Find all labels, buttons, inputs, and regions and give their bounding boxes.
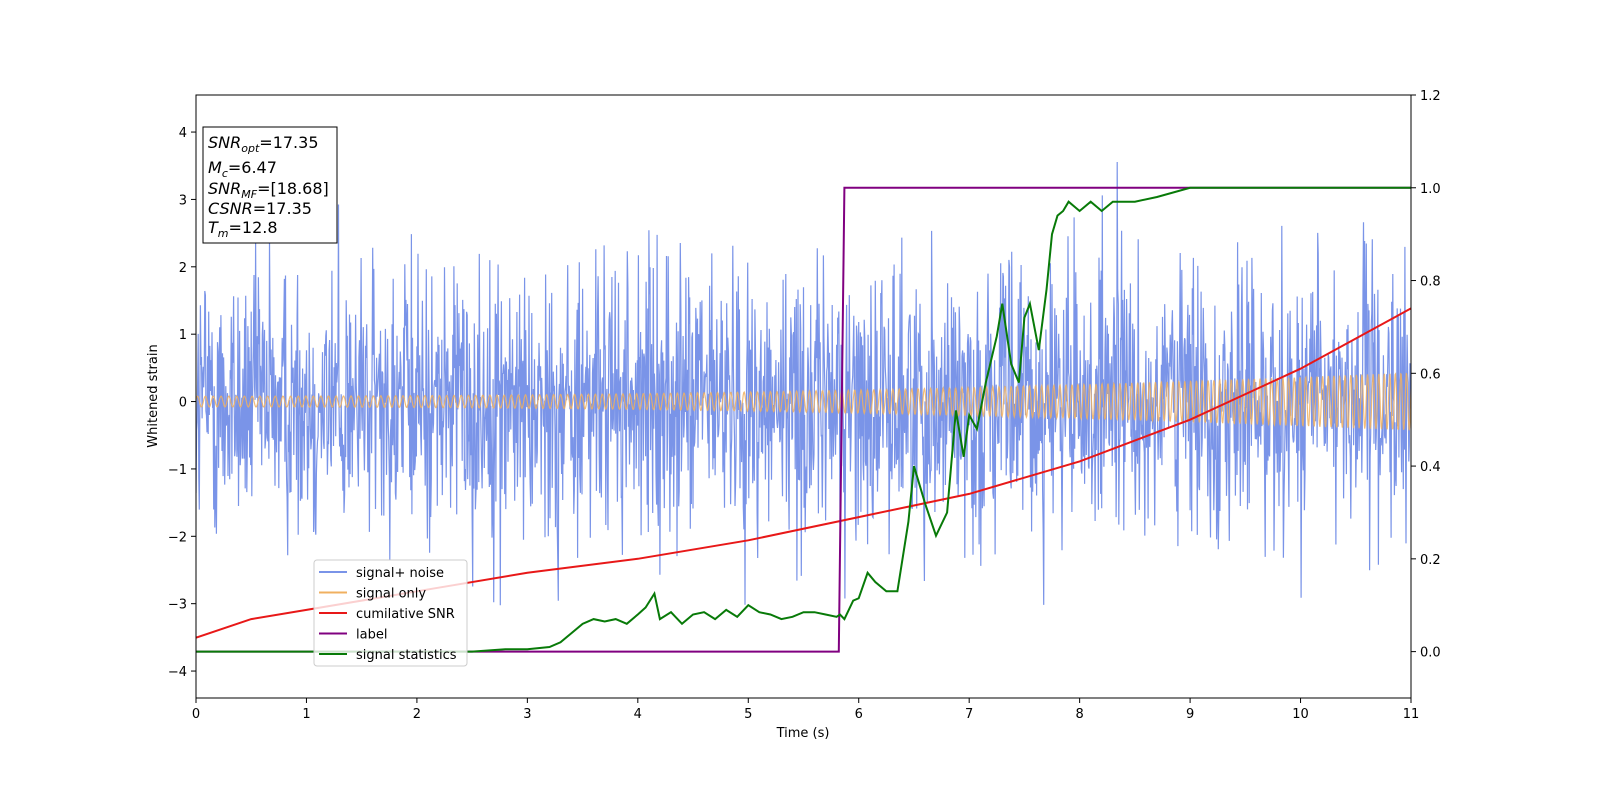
legend: signal+ noise signal only cumilative SNR la… — [313, 559, 468, 667]
y-tick-label: 2 — [179, 261, 187, 276]
annotation-line: CSNR=17.35 — [208, 199, 312, 218]
x-tick-label: 8 — [1075, 707, 1083, 722]
x-tick-label: 0 — [192, 707, 200, 722]
annotation-box: SNRopt=17.35 Mc=6.47SNRMF=[18.68]CSNR=17.… — [202, 126, 338, 244]
y-right-tick-label: 1.0 — [1420, 182, 1441, 197]
y-right-tick-label: 0.6 — [1420, 367, 1441, 382]
y-right-tick-label: 1.2 — [1420, 89, 1441, 104]
annotation-line: SNRopt=17.35 — [208, 133, 319, 155]
annotation-line: SNRMF=[18.68] — [208, 179, 329, 201]
plot-frame — [195, 94, 1412, 699]
legend-frame — [313, 559, 468, 667]
legend-label: label — [356, 628, 387, 643]
series-line-signal-only — [196, 372, 1411, 431]
x-tick-label: 2 — [413, 707, 421, 722]
x-tick-label: 4 — [634, 707, 642, 722]
y-right-tick-label: 0.4 — [1420, 460, 1441, 475]
y-tick-label: −4 — [168, 665, 187, 680]
y-tick-label: 3 — [179, 193, 187, 208]
x-tick-label: 3 — [523, 707, 531, 722]
series-line-signal-noise — [196, 161, 1411, 606]
series-line-signal-statistics — [196, 186, 1411, 653]
legend-label: cumilative SNR — [356, 607, 455, 622]
y-tick-label: 0 — [179, 396, 187, 411]
legend-label: signal+ noise — [356, 566, 444, 581]
x-tick-label: 6 — [855, 707, 863, 722]
y-tick-label: −2 — [168, 530, 187, 545]
x-tick-label: 9 — [1186, 707, 1194, 722]
y-tick-label: 1 — [179, 328, 187, 343]
x-tick-label: 10 — [1292, 707, 1309, 722]
y-axis-label: Whitened strain — [146, 344, 161, 447]
y-tick-label: −1 — [168, 463, 187, 478]
x-axis-label: Time (s) — [776, 726, 830, 741]
series-layer — [196, 161, 1411, 653]
legend-label: signal only — [356, 587, 426, 602]
annotation-frame — [202, 126, 338, 244]
y-right-tick-label: 0.2 — [1420, 553, 1441, 568]
annotation-line: Tm=12.8 — [208, 218, 278, 240]
annotation-line: Mc=6.47 — [208, 158, 277, 180]
x-tick-label: 7 — [965, 707, 973, 722]
y-tick-label: −3 — [168, 598, 187, 613]
x-tick-label: 5 — [744, 707, 752, 722]
series-line-cumilative-snr — [196, 307, 1411, 639]
x-tick-label: 1 — [302, 707, 310, 722]
y-right-tick-label: 0.8 — [1420, 275, 1441, 290]
legend-label: signal statistics — [356, 648, 457, 663]
series-line-label — [196, 186, 1411, 653]
x-tick-label: 11 — [1403, 707, 1420, 722]
axis-layer: 0 1 2 3 4 5 6 7 8 9 10 1143210−1−2−3−41.21.00.80.60… — [168, 89, 1441, 722]
y-tick-label: 4 — [179, 126, 187, 141]
y-right-tick-label: 0.0 — [1420, 646, 1441, 661]
